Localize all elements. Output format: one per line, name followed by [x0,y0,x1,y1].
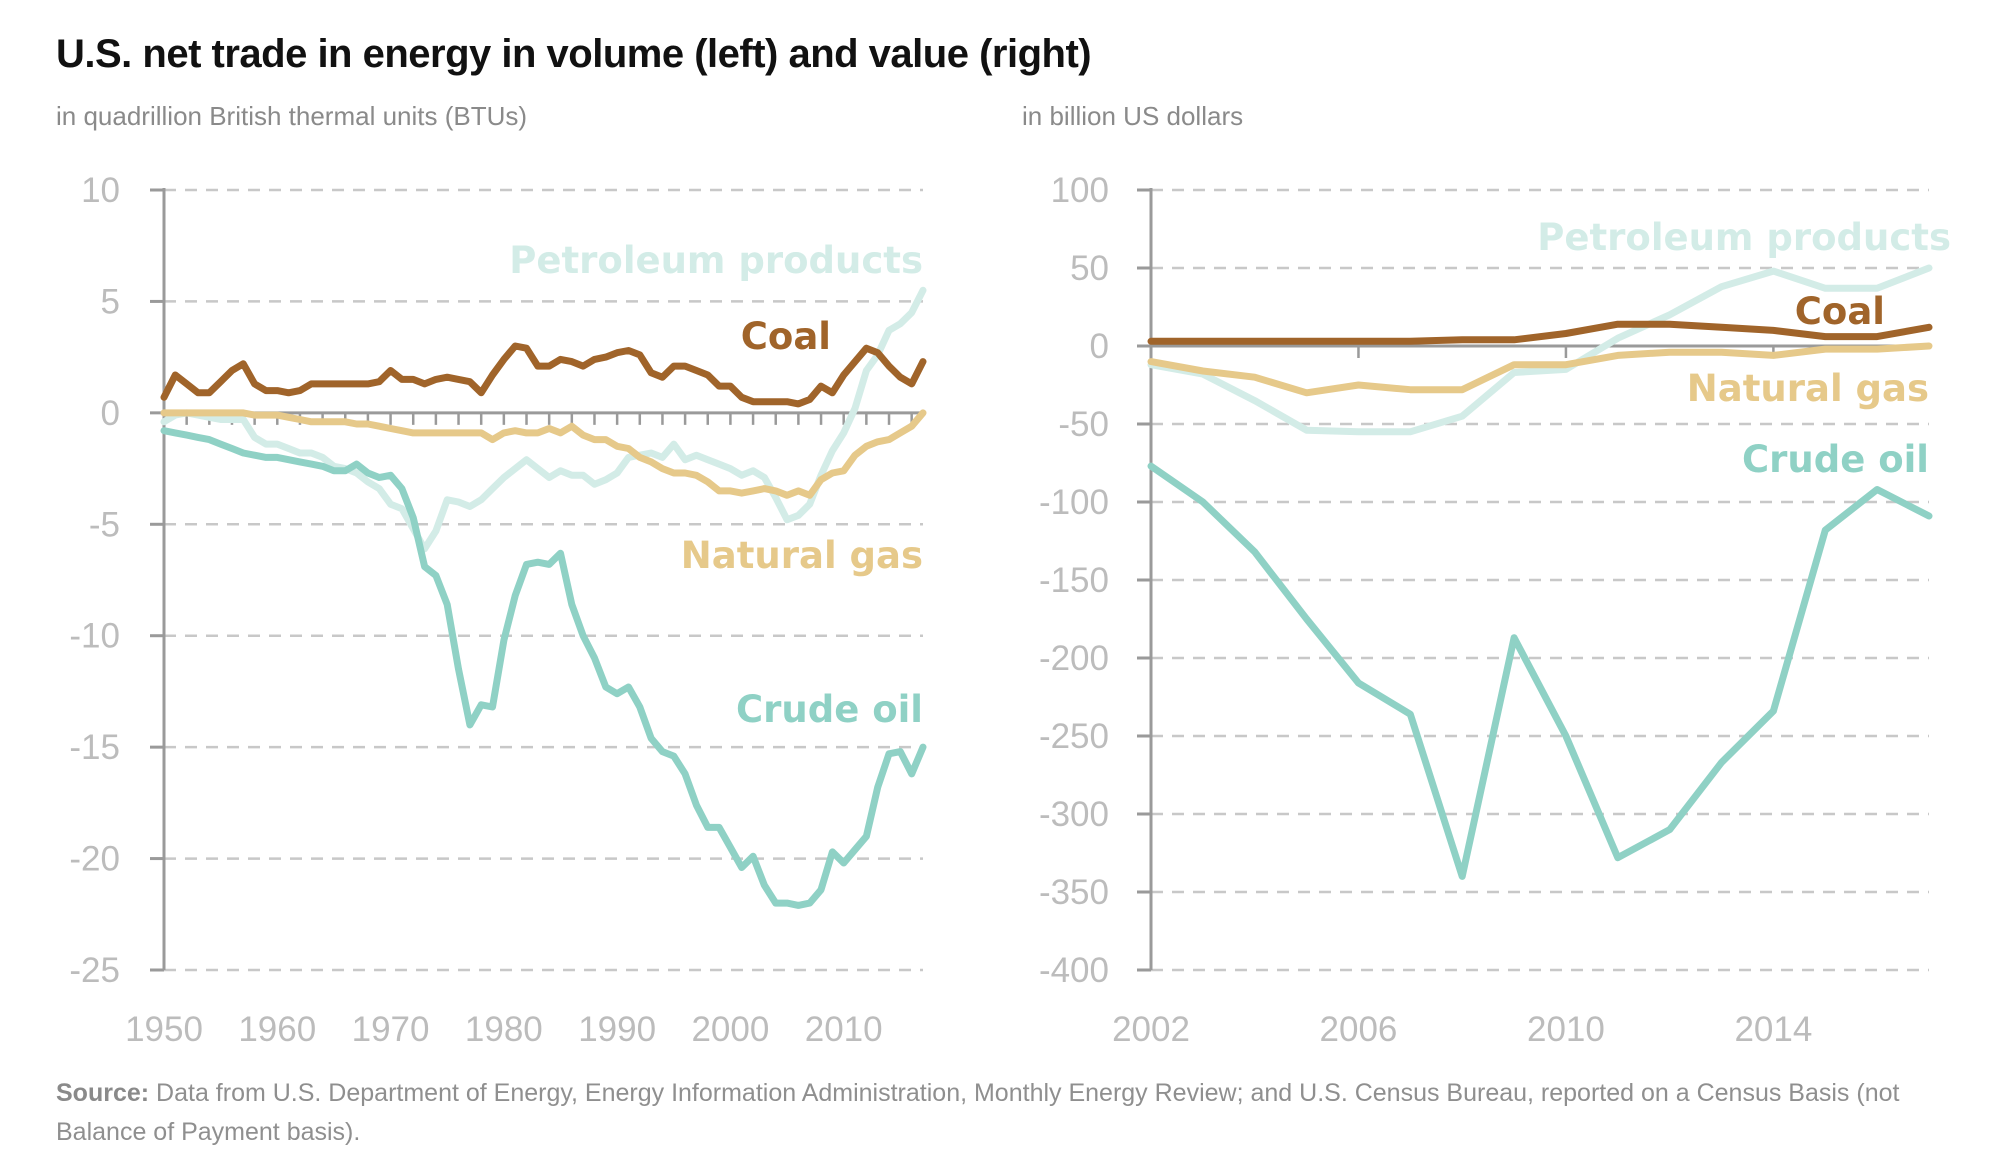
y-tick-label: -10 [69,617,120,656]
y-tick-label: 5 [101,282,120,321]
y-tick-label: 100 [1051,171,1109,210]
x-tick-label: 2014 [1734,1010,1812,1049]
y-tick-label: 10 [81,171,120,210]
series-label-crude-oil: Crude oil [1742,438,1929,481]
x-tick-label: 2010 [1527,1010,1605,1049]
y-tick-label: 0 [101,394,120,433]
right-chart-subtitle: in billion US dollars [1022,101,1244,131]
x-tick-label: 2002 [1112,1010,1190,1049]
x-tick-label: 2010 [805,1010,883,1049]
series-label-coal: Coal [741,315,831,358]
x-tick-label: 1990 [578,1010,656,1049]
chart-title: U.S. net trade in energy in volume (left… [56,32,1092,76]
series-label-petroleum-products: Petroleum products [1537,216,1951,259]
series-label-coal: Coal [1795,290,1885,333]
x-tick-label: 1950 [125,1010,203,1049]
left-chart-subtitle: in quadrillion British thermal units (BT… [56,101,528,131]
x-tick-label: 1980 [465,1010,543,1049]
x-tick-label: 1970 [352,1010,430,1049]
y-tick-label: -20 [69,840,120,879]
series-label-natural-gas: Natural gas [1687,367,1929,410]
series-line-petroleum-products [160,286,927,553]
series-line-petroleum-products [1147,264,1933,436]
source-text: Data from U.S. Department of Energy, Ene… [56,1079,1900,1146]
y-tick-label: -5 [89,505,120,544]
x-tick-label: 2006 [1320,1010,1398,1049]
y-tick-label: -50 [1058,405,1109,444]
y-tick-label: -200 [1039,639,1109,678]
series-line-crude-oil [160,427,927,909]
x-tick-label: 2000 [691,1010,769,1049]
y-tick-label: -100 [1039,483,1109,522]
series-line-coal [160,342,927,408]
series-line-natural-gas [160,409,927,499]
y-tick-label: 50 [1070,249,1109,288]
series-line-coal [1147,320,1933,345]
series-line-crude-oil [1147,462,1933,880]
source-label: Source: [56,1079,150,1107]
source-note: Source: Data from U.S. Department of Ene… [56,1074,1956,1152]
y-tick-label: -15 [69,728,120,767]
y-tick-label: -300 [1039,795,1109,834]
y-tick-label: -350 [1039,873,1109,912]
y-tick-label: -250 [1039,717,1109,756]
series-line-natural-gas [1147,342,1933,397]
y-tick-label: -400 [1039,951,1109,990]
y-tick-label: -25 [69,951,120,990]
series-label-petroleum-products: Petroleum products [509,239,923,282]
value-chart: 100500-50-100-150-200-250-300-350-400200… [1039,171,1951,1049]
series-label-crude-oil: Crude oil [736,688,923,731]
y-tick-label: -150 [1039,561,1109,600]
x-tick-label: 1960 [238,1010,316,1049]
y-tick-label: 0 [1090,327,1109,366]
series-label-natural-gas: Natural gas [681,534,923,577]
